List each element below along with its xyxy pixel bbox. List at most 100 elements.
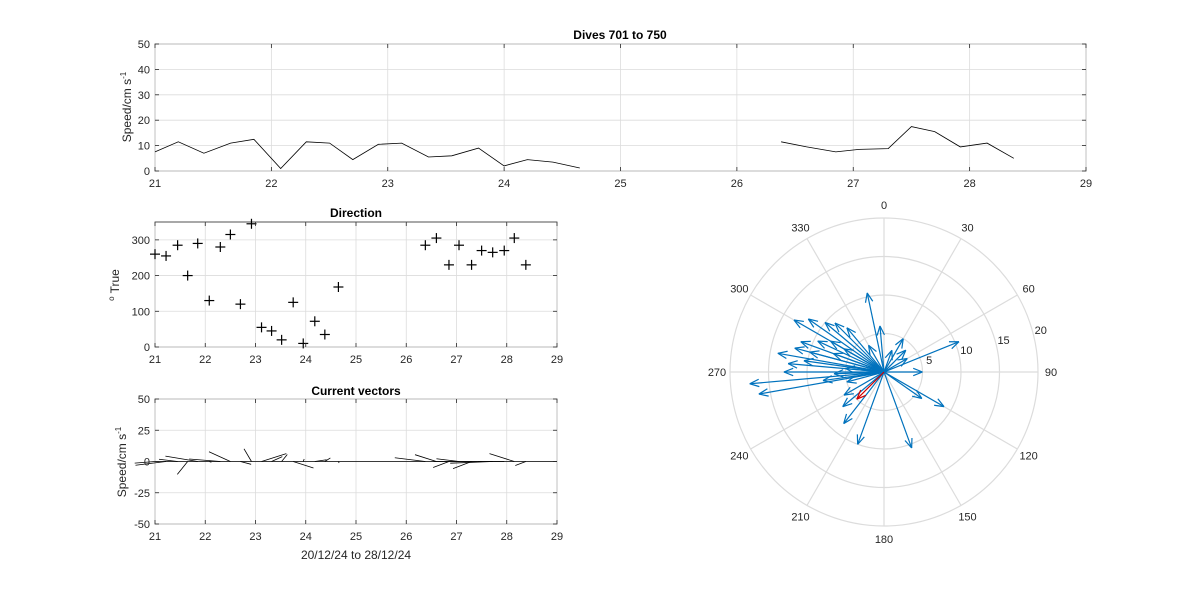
compass-arrow-head: [834, 322, 845, 328]
compass-arrow-head: [868, 345, 871, 356]
direction-ylabel-sup: o: [107, 296, 116, 301]
compass-arrow-shaft: [845, 368, 885, 373]
compass-arrow-head: [758, 393, 769, 397]
current-vector: [293, 461, 314, 469]
compass-arrow-shaft: [758, 371, 885, 395]
compass-arrow-head: [783, 367, 794, 373]
compass-arrow-head: [803, 360, 813, 367]
direction-point: [288, 297, 299, 308]
compass-arrow-head: [912, 371, 923, 377]
speed-series: [154, 126, 1014, 170]
compass-angle-label: 330: [791, 222, 809, 234]
compass-arrow-shaft: [843, 371, 885, 396]
compass-arrow-shaft: [749, 371, 885, 385]
vectors-ylabel: Speed/cm s-1: [114, 426, 129, 497]
direction-title: Direction: [330, 206, 382, 220]
p1-xtick-label: 25: [614, 178, 626, 190]
p3-xtick-label: 25: [350, 531, 362, 543]
direction-point: [520, 259, 531, 270]
p3-xtick-label: 28: [501, 531, 513, 543]
speed-line: [154, 138, 580, 170]
compass-arrow-shaft: [842, 371, 885, 408]
direction-point: [443, 259, 454, 270]
compass-arrow-head: [777, 350, 788, 354]
current-vector: [158, 458, 178, 462]
compass-angle-label: 300: [730, 284, 748, 296]
compass-arrow: [758, 371, 885, 397]
compass-arrow-head: [822, 379, 833, 384]
compass-arrow-head: [817, 340, 828, 343]
p2-xtick-label: 29: [551, 354, 563, 366]
direction-ticks: 21 22 23 24 25 26 27 28 29 0 100 200 300: [132, 222, 563, 366]
compass-arrow: [883, 338, 904, 373]
direction-point: [256, 322, 267, 333]
compass-angle-label: 270: [708, 367, 726, 379]
current-vector: [209, 461, 212, 463]
current-vector: [338, 461, 340, 464]
p2-xtick-label: 28: [501, 354, 513, 366]
vectors-title: Current vectors: [311, 384, 401, 398]
current-vector: [240, 461, 252, 465]
compass-arrow-head: [900, 358, 908, 367]
compass-arrow: [843, 348, 885, 373]
compass-arrow-head: [846, 327, 851, 338]
compass-arrow-head: [846, 327, 856, 334]
compass-arrow: [824, 321, 885, 373]
compass-arrow-shaft: [807, 318, 885, 373]
current-vector: [189, 458, 221, 462]
compass-arrow-shaft: [824, 322, 885, 373]
compass-arrow-shaft: [833, 371, 885, 375]
p3-ytick-label: -25: [134, 488, 150, 500]
compass-angle-label: 120: [1019, 451, 1037, 463]
direction-panel: 21 22 23 24 25 26 27 28 29 0 100 200 300 Direction o…: [107, 206, 563, 366]
direction-point: [309, 316, 320, 327]
p1-xtick-label: 24: [498, 178, 510, 190]
compass-arrow-head: [832, 353, 842, 361]
p3-xtick-label: 21: [149, 531, 161, 543]
current-vector: [515, 461, 526, 466]
current-vector: [436, 458, 460, 462]
compass-arrow-head: [843, 348, 854, 351]
compass-radius-label: 5: [926, 355, 932, 367]
compass-arrow: [842, 371, 885, 408]
p2-xtick-label: 25: [350, 354, 362, 366]
compass-arrow-head: [809, 350, 820, 353]
compass-arrow-head: [866, 292, 874, 302]
compass-arrows: [749, 292, 960, 449]
p1-ytick-label: 10: [138, 141, 150, 153]
compass-arrow-shaft: [866, 292, 885, 373]
compass-mean-arrow-head: [856, 389, 862, 400]
compass-arrow-head: [794, 347, 804, 355]
p1-xtick-label: 22: [265, 178, 277, 190]
compass-arrow-head: [897, 357, 908, 361]
compass-arrow-shaft: [883, 338, 904, 373]
direction-point: [215, 242, 226, 252]
direction-point: [333, 282, 344, 292]
compass-arrow: [883, 349, 907, 373]
direction-point: [454, 240, 465, 251]
current-vector: [302, 458, 305, 462]
compass-arrow: [749, 371, 885, 388]
p3-xtick-label: 27: [450, 531, 462, 543]
current-vector: [414, 454, 437, 462]
compass-arrow-head: [846, 381, 857, 384]
current-vector: [271, 456, 283, 462]
compass-arrow-head: [895, 338, 904, 346]
direction-series: [150, 218, 531, 349]
compass-angle-label: 0: [881, 200, 887, 212]
compass-radius-label: 15: [997, 335, 1009, 347]
current-vector: [324, 457, 331, 462]
compass-arrow-head: [758, 388, 768, 395]
compass-angle-label: 180: [875, 534, 893, 546]
compass-arrow-head: [864, 292, 868, 303]
p3-ytick-label: 0: [144, 457, 150, 469]
compass-arrow-head: [845, 365, 856, 370]
compass-arrow-shaft: [843, 371, 885, 424]
p1-xtick-label: 28: [964, 178, 976, 190]
compass-panel: 0 30 60 90 120 150 180 210 240 270 300 330 5 10 15 20: [708, 200, 1057, 546]
p2-xtick-label: 27: [450, 354, 462, 366]
compass-radius-label: 20: [1035, 325, 1047, 337]
compass-arrow-head: [793, 319, 801, 329]
current-vector: [135, 461, 167, 466]
p1-xtick-label: 27: [847, 178, 859, 190]
